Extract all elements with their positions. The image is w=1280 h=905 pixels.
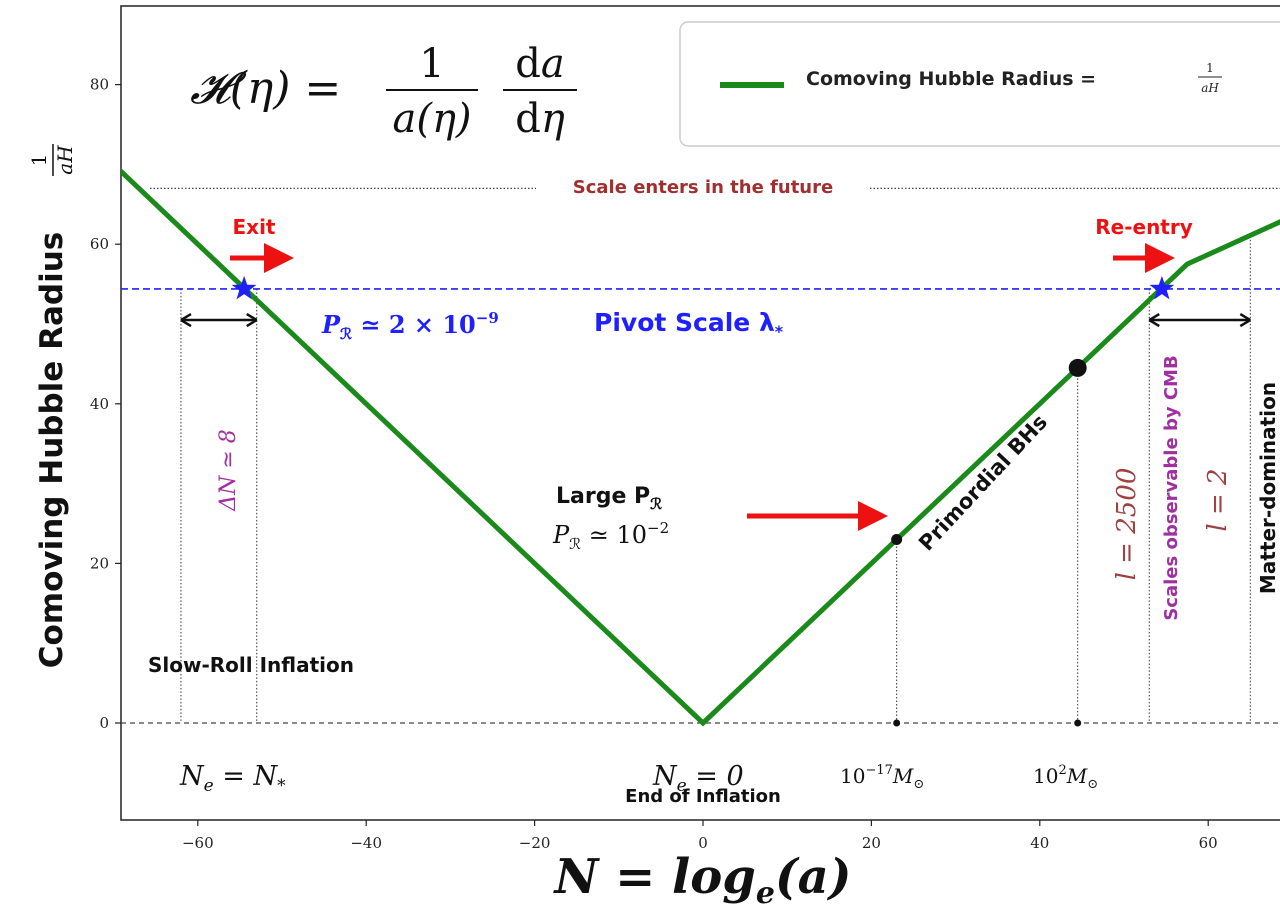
- y-tick-label: 20: [90, 554, 109, 572]
- curve-dot-marker: [891, 533, 903, 545]
- mass-small-label: 10−17M⊙: [840, 763, 924, 792]
- delta-n-range-arrow-head-left: [180, 312, 192, 328]
- y-axis-label: Comoving Hubble Radius: [34, 232, 70, 669]
- marker-layer: [231, 275, 1175, 727]
- ne-star-label: Ne = N*: [179, 761, 286, 796]
- hubble-equation: 𝓗(η) =: [190, 63, 341, 114]
- svg-text:da: da: [515, 41, 564, 87]
- y-axis-frac-den: aH: [53, 145, 77, 175]
- svg-text:a(η): a(η): [392, 96, 471, 142]
- cmb-range-arrow-head-left: [1148, 312, 1160, 328]
- cmb-range-arrow: [1148, 312, 1251, 328]
- legend-label: Comoving Hubble Radius =: [806, 68, 1096, 90]
- pivot-scale-label: Pivot Scale λ*: [594, 308, 784, 341]
- ne-zero-label: Ne = 0: [652, 761, 744, 796]
- x-tick-label: 40: [1030, 834, 1049, 852]
- y-axis-frac-num: 1: [27, 154, 51, 167]
- l-2500-label: l = 2500: [1112, 468, 1142, 581]
- x-axis-title: N = loge(a): [553, 849, 852, 905]
- y-axis-title: Comoving Hubble Radius 1 aH: [27, 144, 77, 668]
- y-tick-label: 60: [90, 235, 109, 253]
- x-tick-label: 60: [1199, 834, 1218, 852]
- x-tick-label: 20: [862, 834, 881, 852]
- x-tick-label: −60: [182, 834, 214, 852]
- svg-text:1: 1: [419, 41, 444, 87]
- axis-dot-marker: [1074, 719, 1082, 727]
- y-tick-label: 40: [90, 395, 109, 413]
- y-tick-label: 0: [99, 714, 109, 732]
- exit-label: Exit: [233, 215, 276, 239]
- pivot-star-marker: [231, 275, 257, 300]
- end-inflation-label: End of Inflation: [625, 786, 781, 807]
- cmb-scales-label: Scales observable by CMB: [1161, 355, 1182, 620]
- legend-frac-num: 1: [1206, 61, 1214, 75]
- legend: Comoving Hubble Radius = 1 aH: [679, 21, 1280, 147]
- series-line-comoving-hubble-radius: [121, 167, 1280, 727]
- slow-roll-label: Slow-Roll Inflation: [148, 653, 354, 677]
- legend-frac-den: aH: [1201, 81, 1219, 95]
- matter-domination-label: Matter-domination: [1256, 382, 1280, 594]
- delta-n-range-arrow-head-right: [246, 312, 258, 328]
- future-annotation: Scale enters in the future: [573, 177, 833, 198]
- pr-pivot-annotation: Pℛ ≃ 2 × 10−9: [321, 309, 499, 343]
- mass-large-label: 102M⊙: [1033, 763, 1098, 792]
- series-layer: [121, 167, 1280, 727]
- large-pr-annotation: Large Pℛ: [556, 484, 662, 513]
- pr-large-annotation: Pℛ ≃ 10−2: [552, 519, 669, 553]
- curve-dot-marker: [1068, 358, 1087, 377]
- x-tick-label: −40: [350, 834, 382, 852]
- l-2-label: l = 2: [1203, 468, 1233, 531]
- y-tick-label: 80: [90, 76, 109, 94]
- delta-n-range-arrow: [180, 312, 258, 328]
- delta-n-annotation: ΔN ≃ 8: [216, 429, 241, 512]
- equation-fraction: 1 a(η) da dη: [386, 41, 577, 142]
- cmb-range-arrow-head-right: [1239, 312, 1251, 328]
- reentry-label: Re-entry: [1095, 215, 1193, 239]
- axis-dot-marker: [893, 719, 901, 727]
- svg-text:dη: dη: [515, 96, 565, 142]
- x-tick-label: −20: [519, 834, 551, 852]
- pivot-star-marker: [1149, 275, 1175, 300]
- x-tick-label: 0: [698, 834, 708, 852]
- axis-ticks: −60 −40 −20 0 20 40 60 0 20 40 60 80: [90, 76, 1218, 852]
